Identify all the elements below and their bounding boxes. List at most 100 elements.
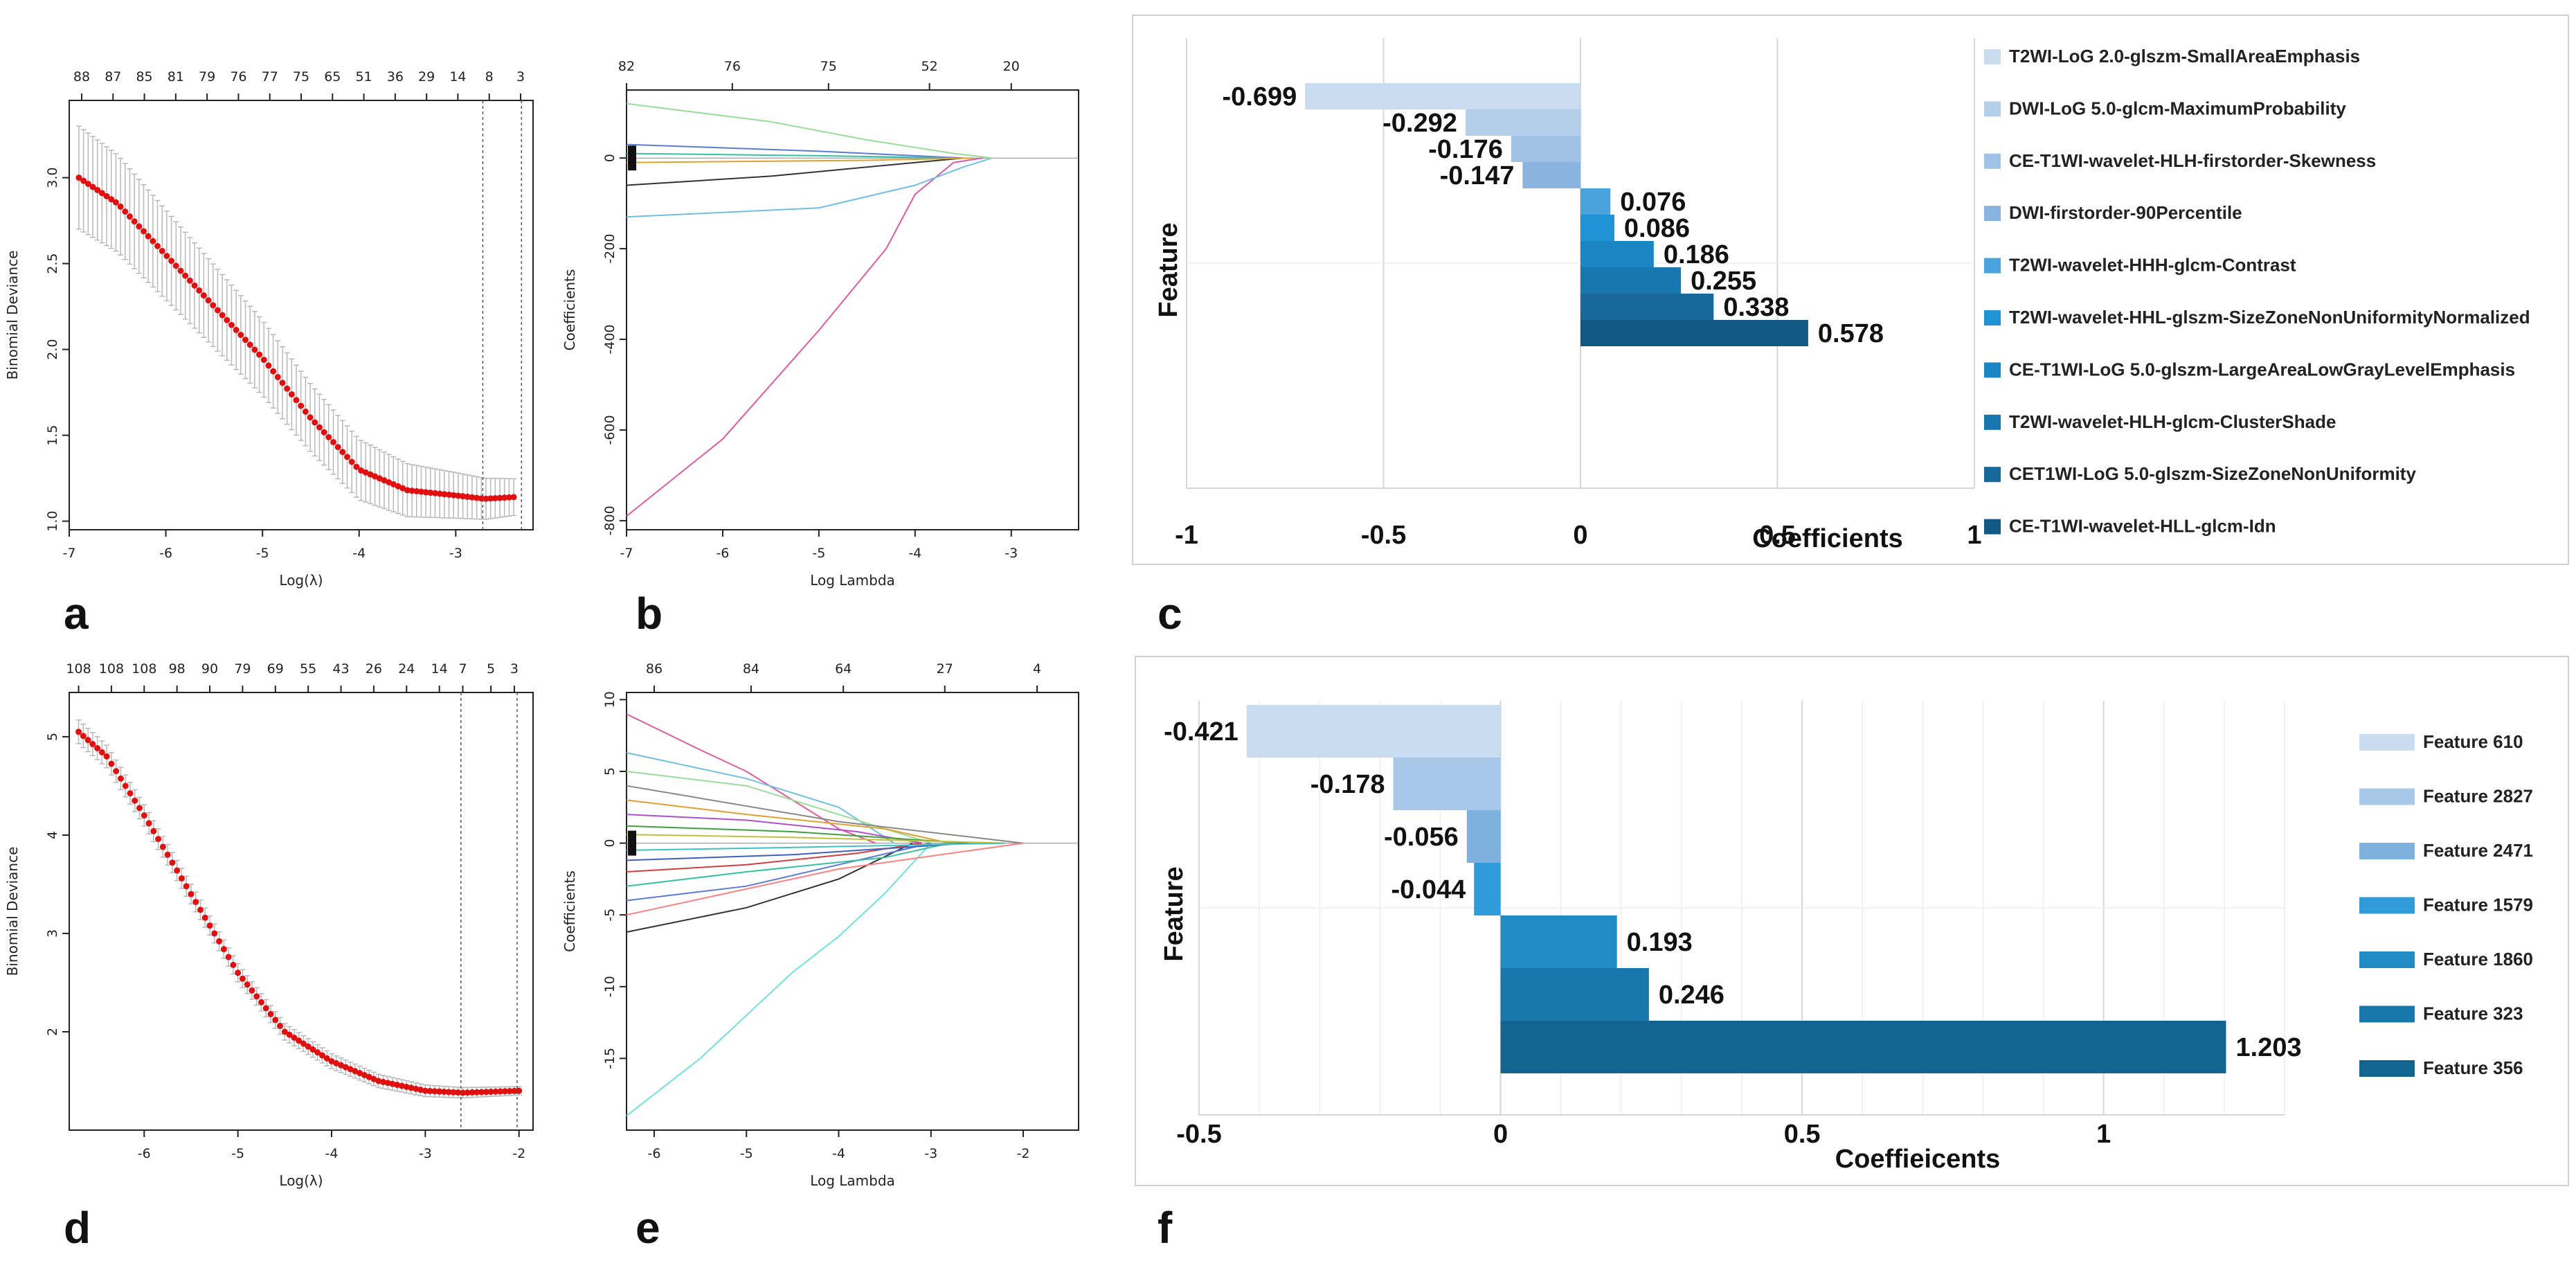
deviance-point [272, 1017, 279, 1023]
deviance-point [89, 184, 96, 190]
deviance-point [431, 490, 438, 497]
deviance-point [321, 429, 327, 436]
deviance-point [103, 753, 110, 760]
bar [1474, 863, 1501, 915]
bar-value-label: -0.421 [1164, 717, 1239, 746]
deviance-point [206, 922, 213, 929]
deviance-point [422, 489, 429, 496]
deviance-point [197, 906, 204, 913]
deviance-point [403, 1084, 410, 1091]
legend-label: CE-T1WI-LoG 5.0-glszm-LargeAreaLowGrayLe… [2009, 359, 2515, 379]
coefficient-path [626, 842, 950, 887]
legend-label: CET1WI-LoG 5.0-glszm-SizeZoneNonUniformi… [2009, 463, 2416, 484]
deviance-point [256, 351, 263, 358]
x-tick-label: -0.5 [1176, 1120, 1221, 1149]
legend-label: Feature 610 [2423, 731, 2523, 752]
top-tick-label: 43 [332, 661, 349, 677]
bar-value-label: -0.044 [1391, 875, 1466, 904]
deviance-point [103, 193, 110, 199]
deviance-point [316, 424, 323, 431]
x-tick-label: -2 [512, 1146, 525, 1161]
deviance-point [501, 494, 508, 501]
deviance-point [117, 203, 124, 210]
deviance-point [94, 744, 101, 751]
deviance-point [505, 494, 512, 501]
deviance-point [300, 1040, 307, 1047]
deviance-point [389, 1080, 396, 1087]
deviance-point [339, 449, 346, 456]
deviance-point [224, 316, 231, 323]
deviance-point [174, 867, 181, 874]
deviance-point [291, 1034, 298, 1041]
x-tick-label: -7 [620, 546, 633, 561]
deviance-point [464, 493, 471, 500]
top-tick-label: 75 [820, 59, 837, 74]
coefficient-path [626, 102, 993, 159]
legend-swatch [1984, 519, 2001, 535]
deviance-point [492, 1088, 499, 1095]
y-tick-label: 2.5 [45, 253, 60, 274]
top-tick-label: 8 [485, 69, 494, 84]
deviance-point [293, 397, 300, 404]
bar [1522, 162, 1580, 188]
deviance-point [258, 999, 264, 1005]
deviance-point [220, 946, 227, 953]
plot-frame [626, 692, 1079, 1131]
deviance-point [404, 487, 411, 494]
deviance-point [347, 1066, 354, 1073]
bar [1500, 915, 1617, 968]
legend-swatch [2359, 1060, 2415, 1077]
deviance-point [127, 790, 134, 797]
deviance-point [210, 302, 217, 309]
x-tick-label: -6 [716, 546, 729, 561]
deviance-point [366, 1073, 372, 1080]
x-tick-label: 1 [2096, 1120, 2111, 1149]
x-tick-label: 0.5 [1759, 521, 1796, 550]
deviance-point [177, 267, 184, 274]
deviance-point [246, 341, 253, 348]
top-tick-label: 3 [510, 661, 519, 677]
x-tick-label: 0 [1493, 1120, 1508, 1149]
path-cluster [628, 145, 636, 171]
top-tick-label: 88 [73, 69, 90, 84]
top-tick-label: 76 [230, 69, 246, 84]
coefficient-path [626, 842, 932, 902]
deviance-point [186, 277, 193, 284]
chart-d: -6 -5 -4 -3 -2 2 3 4 5 108 108 108 98 90 79 69 55 43 26 24 1… [4, 661, 534, 1189]
top-tick-label: 14 [431, 661, 448, 677]
legend-label: DWI-firstorder-90Percentile [2009, 202, 2242, 223]
top-tick-label: 5 [487, 661, 495, 677]
deviance-point [265, 362, 272, 369]
deviance-point [270, 368, 277, 375]
deviance-point [249, 987, 255, 994]
coefficient-path [626, 157, 993, 218]
legend-label: CE-T1WI-wavelet-HLH-firstorder-Skewness [2009, 150, 2376, 171]
deviance-point [353, 463, 360, 470]
deviance-point [267, 1010, 274, 1017]
deviance-point [112, 199, 119, 206]
deviance-point [284, 385, 291, 392]
y-axis-label: Binomial Deviance [4, 251, 21, 380]
plot-frame [69, 692, 534, 1131]
panel-letter-d: d [64, 1203, 91, 1253]
legend-label: T2WI-wavelet-HHL-glszm-SizeZoneNonUnifor… [2009, 307, 2530, 328]
bar [1580, 241, 1654, 267]
y-tick-label: -800 [602, 506, 618, 535]
deviance-point [469, 1089, 476, 1096]
plot-frame [626, 89, 1079, 530]
deviance-point [214, 307, 221, 314]
bar-value-label: -0.178 [1310, 770, 1385, 799]
deviance-point [305, 1043, 312, 1050]
deviance-point [318, 1052, 325, 1059]
top-tick-label: 55 [300, 661, 316, 677]
x-tick-label: -3 [924, 1146, 937, 1161]
deviance-point [302, 408, 309, 415]
coefficient-path [626, 143, 964, 159]
deviance-point [136, 223, 143, 230]
x-tick-label: -2 [1017, 1146, 1030, 1161]
x-tick-label: -6 [159, 546, 172, 561]
deviance-point [150, 828, 157, 834]
deviance-point [201, 914, 208, 921]
coefficient-path [626, 157, 983, 517]
x-tick-label: -5 [812, 546, 825, 561]
